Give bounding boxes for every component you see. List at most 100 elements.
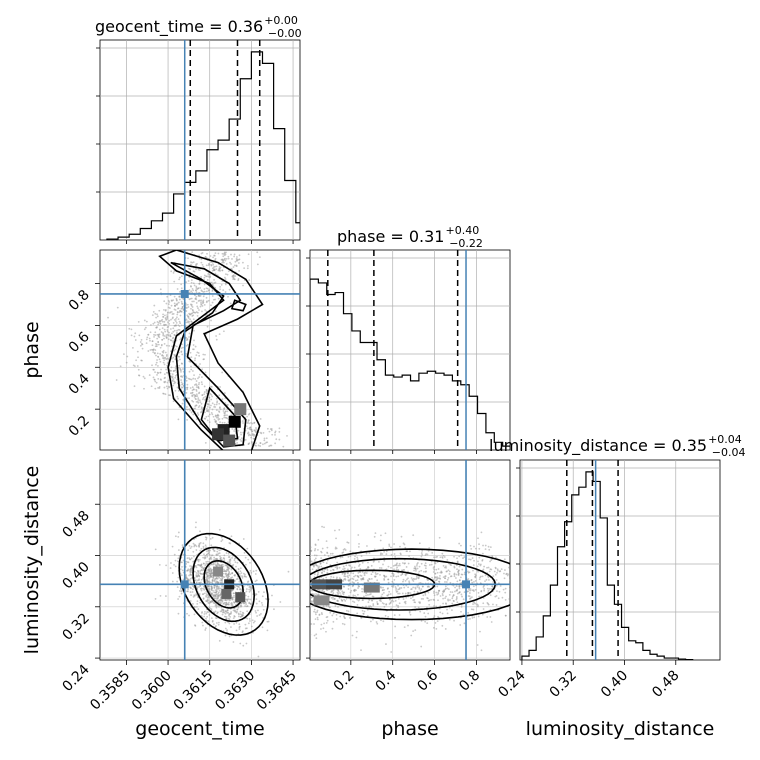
sample-point — [201, 290, 204, 293]
sample-point — [404, 602, 407, 605]
sample-point — [439, 595, 442, 597]
sample-point — [484, 574, 487, 577]
sample-point — [350, 572, 352, 574]
sample-point — [481, 558, 484, 561]
sample-point — [204, 544, 207, 547]
sample-point — [441, 612, 444, 615]
sample-point — [158, 358, 161, 361]
sample-point — [187, 377, 190, 380]
sample-point — [239, 590, 242, 593]
sample-point — [494, 567, 497, 570]
sample-point — [494, 573, 497, 576]
sample-point — [418, 586, 421, 589]
sample-point — [251, 434, 254, 437]
sample-point — [508, 598, 510, 600]
sample-point — [148, 374, 151, 376]
sample-point — [404, 592, 407, 595]
sample-point — [393, 614, 396, 617]
sample-point — [191, 591, 194, 593]
sample-point — [235, 264, 238, 267]
sample-point — [200, 587, 203, 590]
sample-point — [482, 602, 485, 605]
sample-point — [211, 574, 213, 577]
sample-point — [212, 548, 214, 551]
sample-point — [349, 591, 352, 594]
sample-point — [233, 264, 236, 267]
sample-point — [316, 609, 319, 612]
y-tick-label: 0.40 — [59, 559, 92, 592]
sample-point — [238, 623, 241, 626]
sample-point — [473, 559, 475, 562]
sample-point — [160, 343, 163, 346]
sample-point — [154, 331, 157, 334]
sample-point — [233, 596, 235, 599]
sample-point — [354, 555, 356, 558]
sample-point — [403, 626, 406, 629]
sample-point — [315, 637, 318, 640]
sample-point — [390, 575, 392, 578]
sample-point — [203, 288, 206, 290]
sample-point — [228, 622, 231, 625]
sample-point — [310, 596, 312, 599]
sample-point — [365, 572, 368, 574]
sample-point — [221, 417, 224, 420]
sample-point — [205, 617, 207, 620]
sample-point — [260, 613, 262, 615]
sample-point — [200, 301, 202, 304]
sample-point — [181, 307, 184, 310]
sample-point — [452, 594, 455, 596]
sample-point — [240, 433, 243, 436]
sample-point — [167, 358, 170, 360]
sample-point — [254, 594, 257, 597]
sample-point — [420, 597, 423, 600]
sample-point — [153, 378, 156, 381]
sample-point — [275, 438, 278, 441]
sample-point — [180, 370, 182, 373]
sample-point — [159, 353, 162, 355]
sample-point — [458, 555, 461, 558]
sample-point — [157, 355, 159, 358]
sample-point — [175, 317, 177, 320]
sample-point — [195, 268, 197, 271]
sample-point — [218, 549, 221, 552]
sample-point — [221, 563, 224, 566]
sample-point — [198, 586, 200, 588]
sample-point — [391, 572, 394, 575]
sample-point — [206, 555, 209, 558]
sample-point — [161, 327, 164, 330]
sample-point — [206, 287, 209, 290]
sample-point — [207, 571, 210, 573]
sample-point — [190, 565, 193, 568]
sample-point — [133, 385, 136, 388]
sample-point — [258, 614, 261, 616]
sample-point — [181, 402, 184, 405]
sample-point — [482, 544, 484, 547]
sample-point — [214, 310, 217, 313]
sample-point — [195, 404, 198, 407]
sample-point — [198, 578, 200, 581]
sample-point — [262, 443, 264, 446]
sample-point — [218, 605, 220, 608]
sample-point — [313, 610, 315, 613]
sample-point — [246, 415, 249, 418]
sample-point — [231, 275, 234, 278]
sample-point — [191, 386, 194, 389]
sample-point — [205, 415, 208, 418]
sample-point — [198, 376, 200, 378]
sample-point — [407, 570, 409, 573]
sample-point — [455, 589, 458, 592]
sample-point — [339, 556, 342, 559]
sample-point — [344, 617, 346, 620]
sample-point — [174, 305, 177, 307]
sample-point — [234, 275, 237, 277]
sample-point — [223, 251, 226, 254]
sample-point — [220, 283, 223, 286]
sample-point — [216, 414, 219, 417]
sample-point — [474, 602, 476, 605]
sample-point — [445, 565, 447, 568]
sample-point — [436, 576, 439, 578]
sample-point — [370, 564, 373, 567]
sample-point — [130, 334, 133, 337]
sample-point — [240, 440, 243, 442]
